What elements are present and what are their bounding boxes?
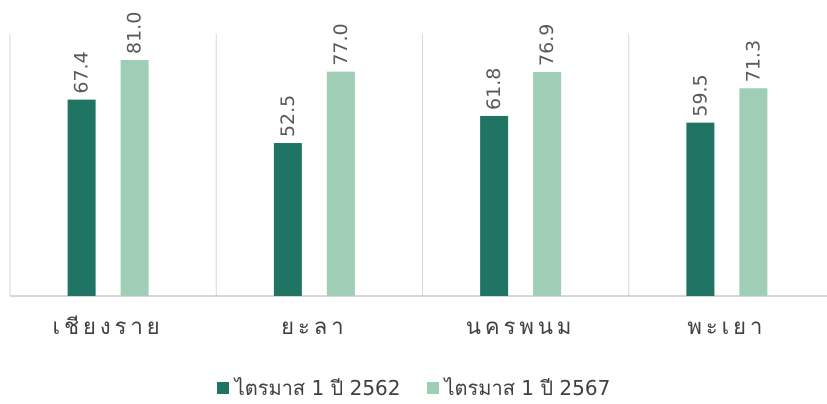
data-label-1-1: 67.4 <box>71 51 93 93</box>
bar-1-3 <box>480 115 509 297</box>
category-label-3: นครพนม <box>466 315 576 340</box>
data-label-1-4: 59.5 <box>689 74 711 116</box>
legend-swatch-series-2 <box>426 382 439 394</box>
bar-2-4 <box>739 88 768 297</box>
legend-label-series-2: ไตรมาส 1 ปี 2567 <box>444 376 611 400</box>
data-label-2-1: 81.0 <box>124 12 146 54</box>
data-label-2-2: 77.0 <box>330 23 352 65</box>
category-label-4: พะเยา <box>687 315 766 340</box>
bar-2-1 <box>120 60 149 296</box>
legend-label-series-1: ไตรมาส 1 ปี 2562 <box>234 376 401 400</box>
data-label-2-3: 76.9 <box>536 24 558 66</box>
bar-2-3 <box>533 71 562 296</box>
data-label-2-4: 71.3 <box>742 40 764 82</box>
data-label-1-3: 61.8 <box>483 68 505 110</box>
legend-swatch-series-1 <box>216 382 229 394</box>
bar-1-4 <box>686 122 715 297</box>
bar-2-2 <box>326 71 355 296</box>
category-label-2: ยะลา <box>281 315 348 340</box>
data-label-1-2: 52.5 <box>277 95 299 137</box>
legend-item-series-1: ไตรมาส 1 ปี 2562 <box>216 372 401 404</box>
category-label-1: เชียงราย <box>53 315 164 340</box>
legend-item-series-2: ไตรมาส 1 ปี 2567 <box>426 372 611 404</box>
legend: ไตรมาส 1 ปี 2562 ไตรมาส 1 ปี 2567 <box>0 372 827 404</box>
bar-1-2 <box>273 143 302 296</box>
bar-1-1 <box>67 99 96 296</box>
